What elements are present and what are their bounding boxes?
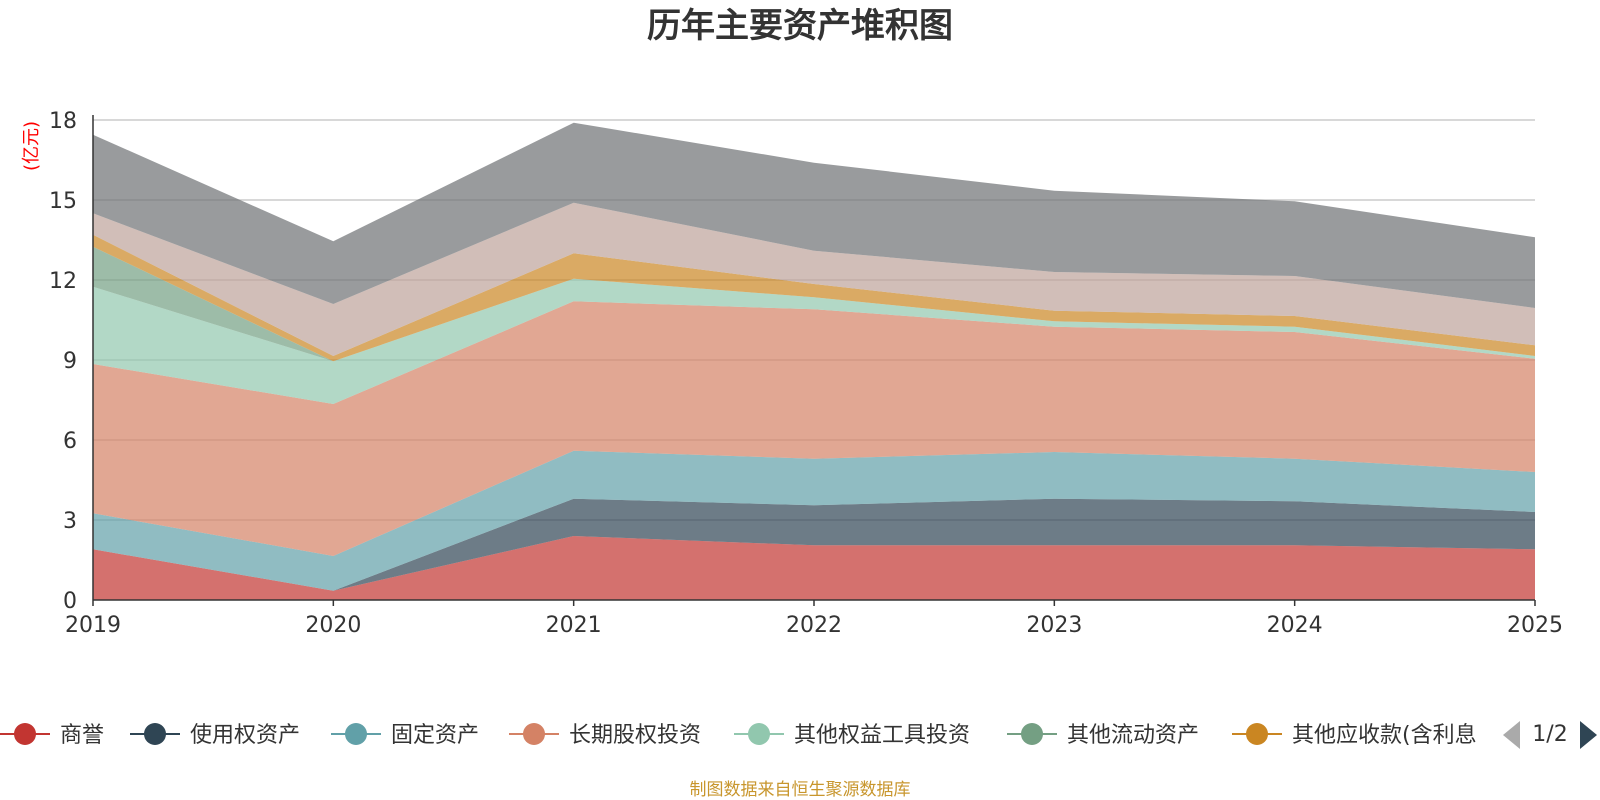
y-tick-label: 18: [49, 109, 77, 134]
y-axis-unit: (亿元): [21, 121, 42, 171]
area-series: [93, 536, 1535, 600]
area-series: [93, 122, 1535, 308]
legend-next-icon[interactable]: [1580, 721, 1597, 749]
legend-item[interactable]: 其他流动资产: [1007, 723, 1199, 748]
legend[interactable]: 商誉 使用权资产 固定资产 长期股权投资 其他权益工具投资 其他流动资产 其他应收款(含利息: [0, 723, 1477, 748]
y-tick-label: 12: [49, 269, 77, 294]
legend-label: 使用权资产: [190, 723, 300, 748]
x-tick-label: 2023: [1026, 613, 1082, 638]
area-series: [93, 278, 1535, 404]
x-tick-label: 2024: [1267, 613, 1323, 638]
area-series: [93, 301, 1535, 556]
legend-marker-icon: [345, 723, 367, 745]
legend-label: 其他流动资产: [1067, 723, 1199, 748]
legend-marker-icon: [523, 723, 545, 745]
legend-item[interactable]: 其他权益工具投资: [734, 723, 970, 748]
y-tick-label: 9: [63, 349, 77, 374]
legend-label: 长期股权投资: [569, 723, 701, 748]
legend-prev-icon[interactable]: [1503, 721, 1520, 749]
legend-marker-icon: [144, 723, 166, 745]
legend-marker-icon: [1246, 723, 1268, 745]
x-tick-label: 2020: [305, 613, 361, 638]
axes: 0 3 6 9 12 15 18 2019 2020 2021 2022 2023 2024 2025: [49, 109, 1563, 638]
area-series: [93, 498, 1535, 591]
chart-title: 历年主要资产堆积图: [647, 6, 953, 46]
legend-page-indicator: 1/2: [1532, 722, 1567, 747]
legend-item[interactable]: 其他应收款(含利息: [1232, 723, 1477, 748]
legend-item[interactable]: 使用权资产: [130, 723, 300, 748]
legend-label: 固定资产: [391, 723, 479, 748]
legend-label: 其他应收款(含利息: [1292, 723, 1477, 748]
legend-item[interactable]: 长期股权投资: [509, 723, 701, 748]
data-source-note: 制图数据来自恒生聚源数据库: [690, 780, 911, 800]
x-tick-label: 2019: [65, 613, 121, 638]
legend-marker-icon: [1021, 723, 1043, 745]
legend-marker-icon: [748, 723, 770, 745]
y-tick-label: 3: [63, 509, 77, 534]
legend-label: 商誉: [60, 723, 104, 748]
legend-item[interactable]: 固定资产: [331, 723, 479, 748]
y-tick-label: 6: [63, 429, 77, 454]
legend-item[interactable]: 商誉: [0, 723, 104, 748]
legend-pager: 1/2: [1503, 721, 1597, 749]
legend-label: 其他权益工具投资: [794, 723, 970, 748]
y-tick-label: 15: [49, 189, 77, 214]
area-series: [93, 202, 1535, 356]
area-series: [93, 450, 1535, 591]
x-tick-label: 2021: [546, 613, 602, 638]
y-tick-label: 0: [63, 589, 77, 614]
x-tick-label: 2025: [1507, 613, 1563, 638]
area-series: [93, 122, 1535, 600]
legend-marker-icon: [14, 723, 36, 745]
x-tick-label: 2022: [786, 613, 842, 638]
